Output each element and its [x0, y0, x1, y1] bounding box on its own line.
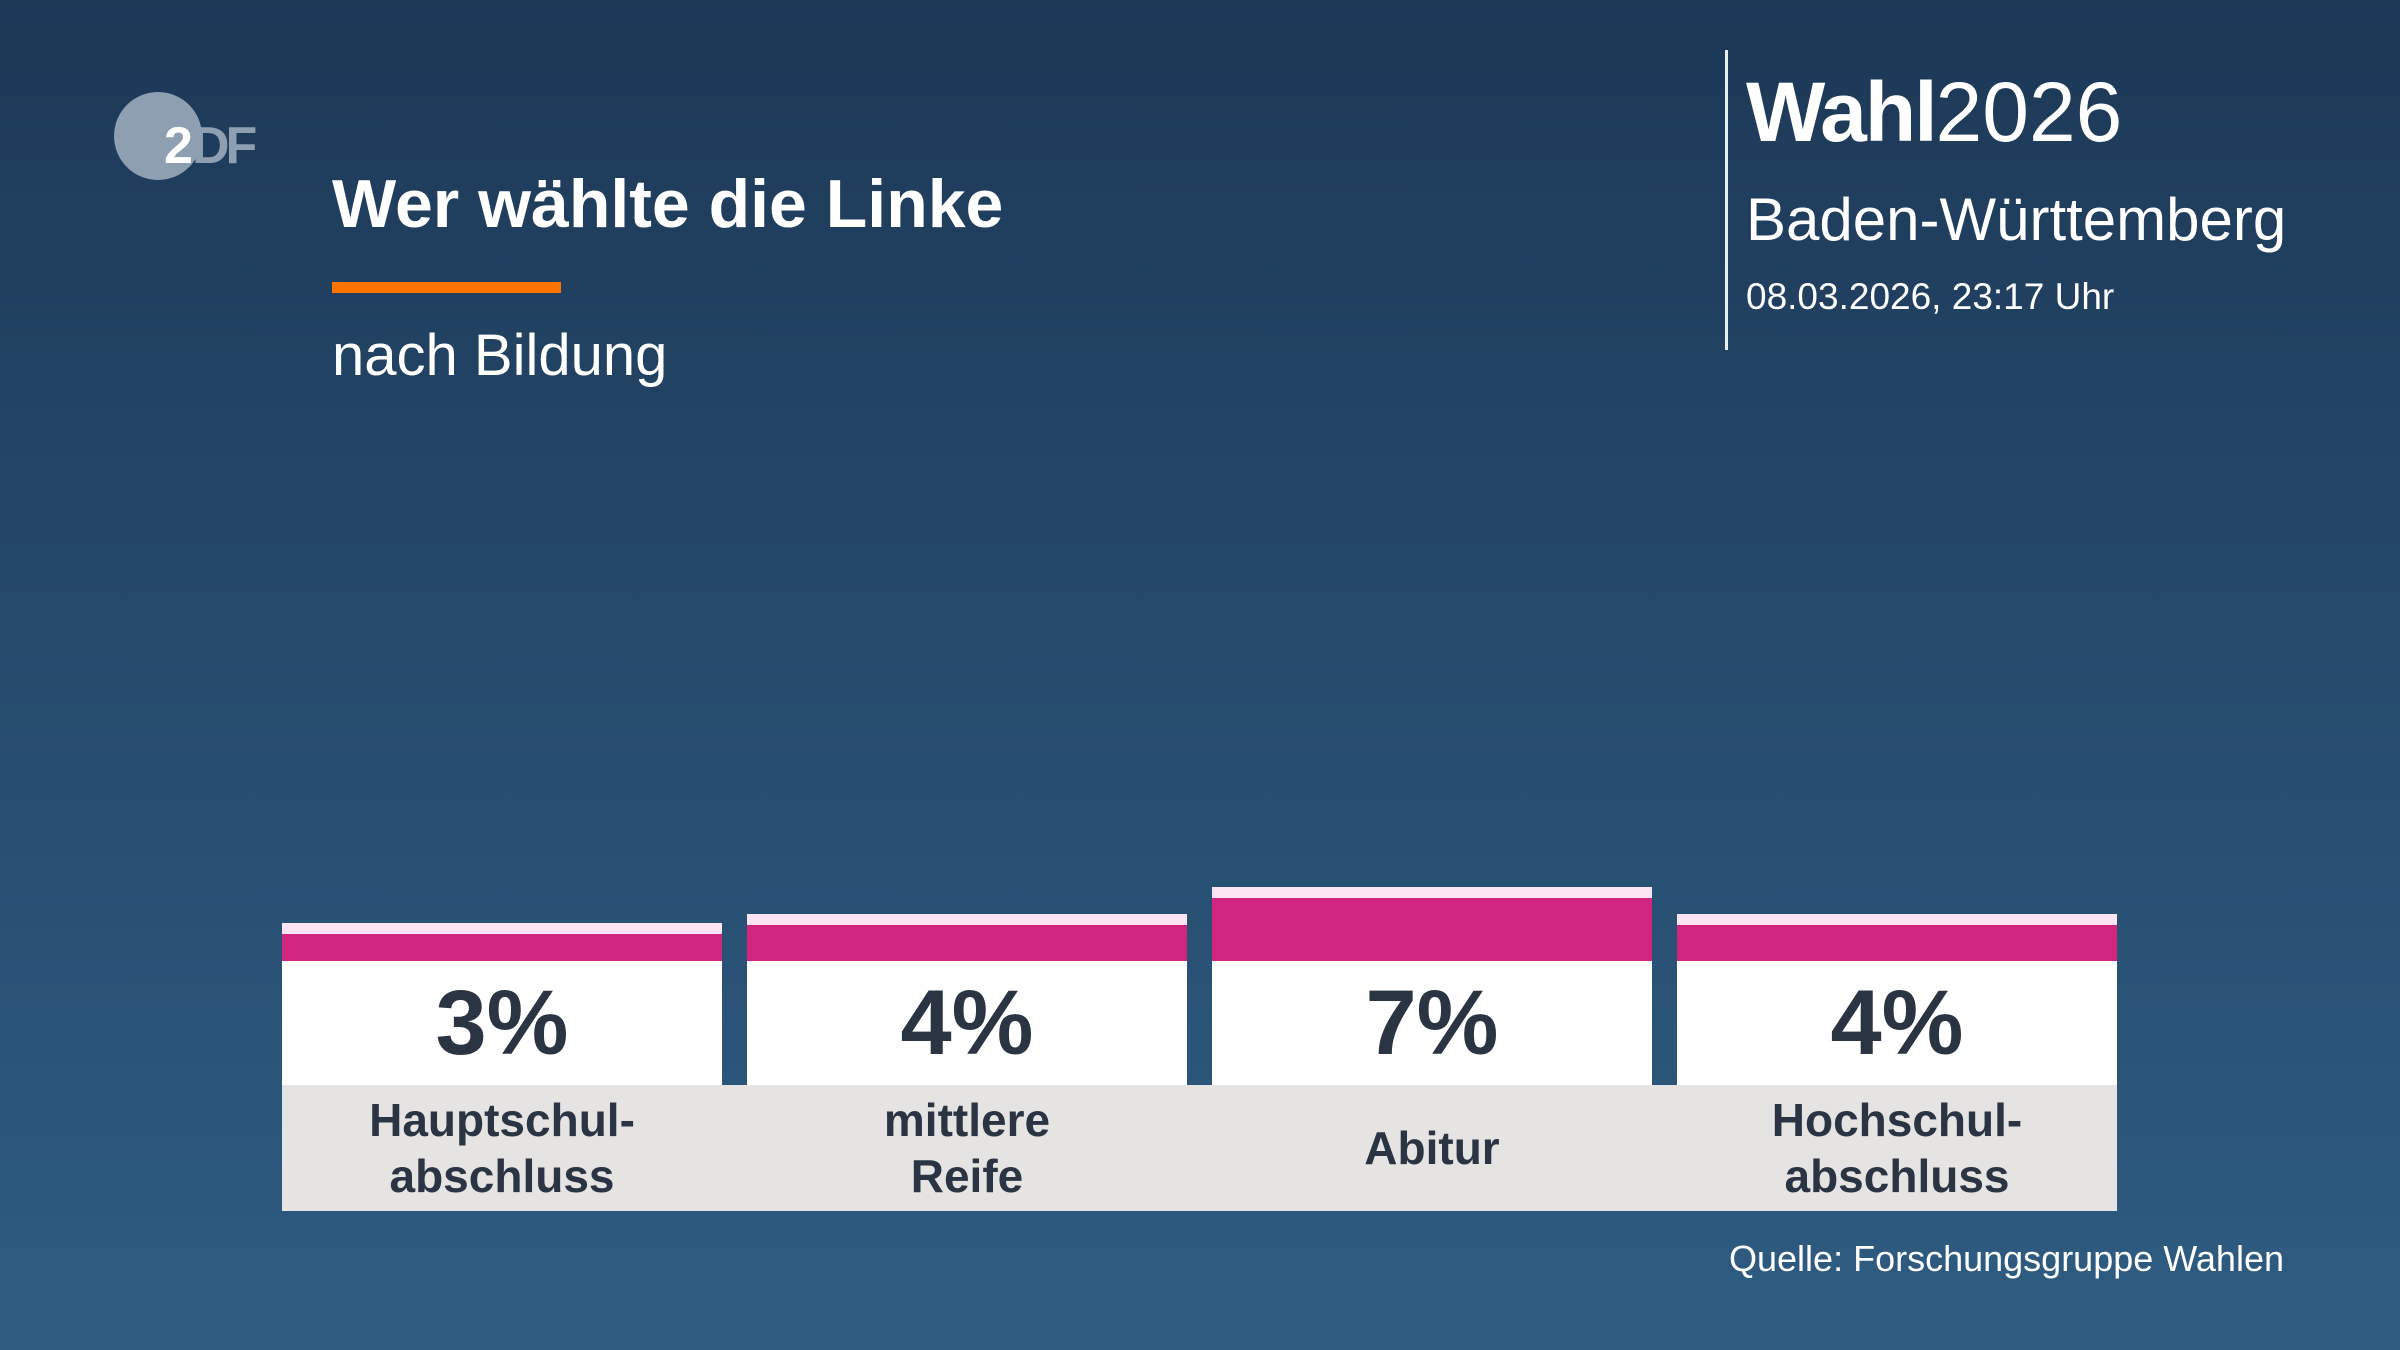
header-divider	[1725, 50, 1728, 350]
bar-column: 3% Hauptschul- abschluss	[282, 0, 722, 1350]
svg-text:DF: DF	[192, 117, 256, 175]
region-name: Baden-Württemberg	[1746, 186, 2287, 253]
bar	[282, 934, 722, 961]
value-label: 7%	[1212, 961, 1652, 1085]
bar-column: 4% Hochschul- abschluss	[1677, 0, 2117, 1350]
category-label: Abitur	[1364, 1122, 1500, 1174]
bar	[1212, 898, 1652, 961]
bar-column: 4% mittlere Reife	[747, 0, 1187, 1350]
value-label: 3%	[282, 961, 722, 1085]
chart-title: Wer wählte die Linke	[332, 166, 1004, 242]
brand-year: 2026	[1935, 65, 2123, 159]
value-label: 4%	[1677, 961, 2117, 1085]
bar-chart: 3% Hauptschul- abschluss 4% mittlere Reife 7…	[282, 0, 2117, 1350]
bar-cap	[1212, 887, 1652, 898]
brand-bold: Wahl	[1746, 65, 1938, 159]
bar-cap	[1677, 914, 2117, 925]
category-label: Hauptschul- abschluss	[369, 1094, 635, 1202]
zdf-logo: 2 DF	[114, 92, 260, 180]
bar-cap	[282, 923, 722, 934]
timestamp: 08.03.2026, 23:17 Uhr	[1746, 276, 2115, 317]
bar	[1677, 925, 2117, 961]
title-accent-line	[332, 282, 561, 293]
value-label: 4%	[747, 961, 1187, 1085]
bar-cap	[747, 914, 1187, 925]
svg-text:2: 2	[164, 117, 191, 175]
category-label-band	[282, 1085, 2117, 1211]
chart-subtitle: nach Bildung	[332, 323, 668, 388]
election-brand: Wahl2026	[1746, 70, 2122, 154]
bar	[747, 925, 1187, 961]
category-label: Hochschul- abschluss	[1771, 1094, 2023, 1202]
source-note: Quelle: Forschungsgruppe Wahlen	[1729, 1238, 2284, 1279]
category-label: mittlere Reife	[883, 1094, 1051, 1202]
bar-column: 7% Abitur	[1212, 0, 1652, 1350]
